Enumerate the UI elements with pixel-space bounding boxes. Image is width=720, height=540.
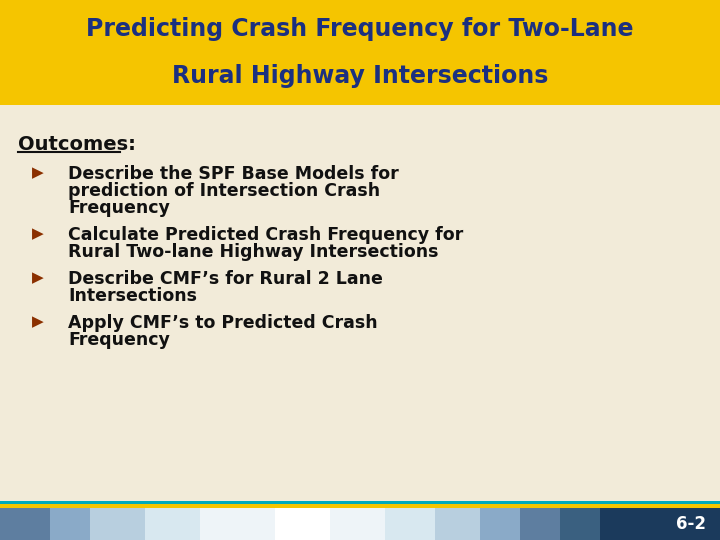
Bar <box>50 508 90 540</box>
Text: Frequency: Frequency <box>68 199 170 217</box>
Text: prediction of Intersection Crash: prediction of Intersection Crash <box>68 182 380 200</box>
Bar <box>435 508 480 540</box>
Text: 6-2: 6-2 <box>676 515 706 533</box>
Text: Describe CMF’s for Rural 2 Lane: Describe CMF’s for Rural 2 Lane <box>68 270 383 288</box>
Text: Predicting Crash Frequency for Two-Lane: Predicting Crash Frequency for Two-Lane <box>86 17 634 42</box>
Bar <box>480 508 520 540</box>
Text: ▶: ▶ <box>32 165 44 180</box>
Bar <box>275 508 330 540</box>
Bar <box>145 508 200 540</box>
Text: Apply CMF’s to Predicted Crash: Apply CMF’s to Predicted Crash <box>68 314 377 332</box>
Text: Frequency: Frequency <box>68 331 170 349</box>
Text: Calculate Predicted Crash Frequency for: Calculate Predicted Crash Frequency for <box>68 226 463 244</box>
Text: Intersections: Intersections <box>68 287 197 305</box>
Text: Describe the SPF Base Models for: Describe the SPF Base Models for <box>68 165 399 183</box>
Bar <box>90 508 145 540</box>
Text: Rural Highway Intersections: Rural Highway Intersections <box>172 64 548 87</box>
Bar <box>520 508 560 540</box>
Text: Outcomes:: Outcomes: <box>18 135 136 154</box>
Bar <box>600 508 720 540</box>
Text: ▶: ▶ <box>32 314 44 329</box>
Bar <box>0 508 50 540</box>
Bar <box>200 508 275 540</box>
Bar <box>0 504 720 508</box>
Text: ▶: ▶ <box>32 270 44 285</box>
Text: Rural Two-lane Highway Intersections: Rural Two-lane Highway Intersections <box>68 243 438 261</box>
Bar <box>560 508 600 540</box>
Text: ▶: ▶ <box>32 226 44 241</box>
Bar <box>0 105 720 501</box>
Bar <box>0 501 720 504</box>
Bar <box>385 508 435 540</box>
Bar <box>0 0 720 105</box>
Bar <box>330 508 385 540</box>
